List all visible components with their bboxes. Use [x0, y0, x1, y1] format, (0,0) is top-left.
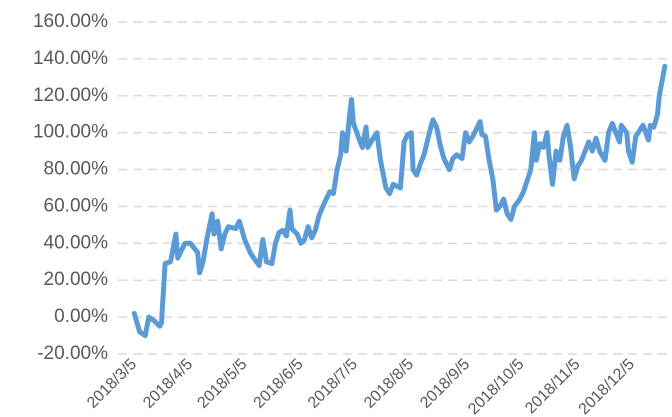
x-tick-label: 2018/7/5: [305, 356, 361, 412]
x-tick-label: 2018/3/5: [84, 356, 140, 412]
x-tick-label: 2018/9/5: [417, 356, 473, 412]
y-tick-label: 20.00%: [44, 269, 109, 290]
x-tick-label: 2018/6/5: [251, 356, 307, 412]
y-tick-label: 40.00%: [44, 232, 109, 253]
y-tick-label: 140.00%: [33, 48, 108, 69]
x-tick-label: 2018/4/5: [140, 356, 196, 412]
x-tick-label: 2018/8/5: [361, 356, 417, 412]
y-tick-label: -20.00%: [37, 343, 108, 364]
y-tick-label: 100.00%: [33, 122, 108, 143]
x-tick-label: 2018/11/5: [522, 356, 584, 417]
x-tick-label: 2018/10/5: [465, 356, 527, 417]
x-tick-label: 2018/5/5: [194, 356, 250, 412]
data-line: [131, 63, 668, 339]
y-tick-label: 120.00%: [33, 85, 108, 106]
x-tick-label: 2018/12/5: [576, 356, 638, 417]
y-tick-label: 160.00%: [33, 11, 108, 32]
y-tick-label: 0.00%: [54, 306, 108, 327]
y-tick-label: 80.00%: [44, 159, 109, 180]
y-tick-label: 60.00%: [44, 195, 109, 216]
